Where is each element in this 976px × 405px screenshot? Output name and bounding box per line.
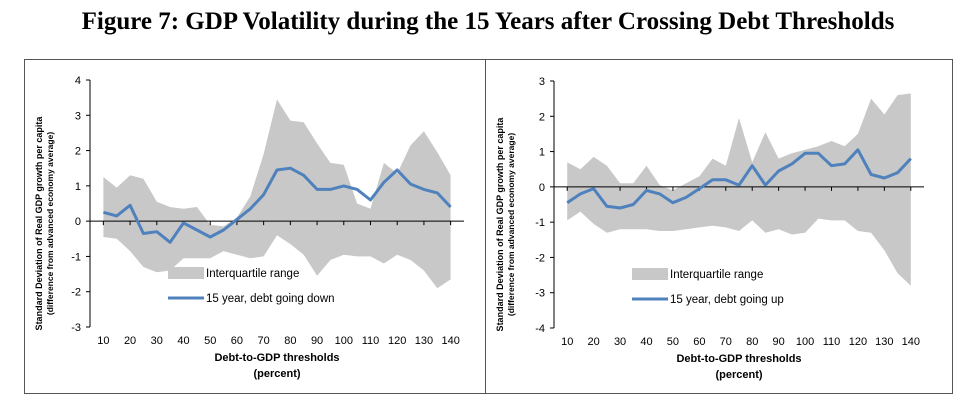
y-axis-title: Standard Deviation of Real GDP growth pe… [34, 116, 44, 331]
legend-label-band: Interquartile range [670, 269, 763, 281]
chart-svg-debt-going-down: -3 -2 -1 0 1 2 3 4 10 20 30 40 50 60 70 80 90 100 110 120 13… [34, 75, 464, 380]
x-tick-label: 50 [204, 335, 216, 347]
y-tick-label: 3 [75, 110, 81, 122]
y-axis-subtitle: (difference from advanced economy averag… [45, 132, 55, 315]
y-tick-label: 4 [75, 75, 81, 87]
x-tick-label: 40 [640, 336, 652, 348]
y-tick-label: -3 [535, 288, 545, 300]
legend-label-line: 15 year, debt going up [670, 294, 784, 306]
x-tick-label: 120 [849, 336, 867, 348]
figure-title: Figure 7: GDP Volatility during the 15 Y… [81, 8, 895, 35]
x-axis-subtitle: (percent) [715, 369, 762, 381]
x-tick-label: 110 [823, 336, 841, 348]
y-tick-label: 1 [75, 181, 81, 193]
x-tick-label: 100 [335, 335, 353, 347]
x-tick-label: 80 [746, 336, 758, 348]
x-tick-label: 10 [561, 336, 573, 348]
legend-label-line: 15 year, debt going down [206, 293, 335, 305]
x-tick-label: 90 [773, 336, 785, 348]
x-tick-label: 20 [588, 336, 600, 348]
y-axis-title: Standard Deviation of Real GDP growth pe… [495, 117, 505, 332]
y-tick-label: 0 [75, 216, 81, 228]
y-tick-label: 0 [539, 182, 545, 194]
y-tick-label: -2 [71, 287, 81, 299]
x-tick-label: 10 [97, 335, 109, 347]
legend-swatch-band [168, 267, 204, 279]
chart-svg-debt-going-up: -4 -3 -2 -1 0 1 2 3 10 20 30 40 50 60 70 80 90 100 110 120 1… [495, 76, 924, 381]
x-tick-label: 60 [693, 336, 705, 348]
x-axis-subtitle: (percent) [253, 368, 300, 380]
x-tick-label: 20 [124, 335, 136, 347]
x-tick-label: 120 [388, 335, 406, 347]
y-tick-label: 1 [539, 147, 545, 159]
x-tick-label: 70 [258, 335, 270, 347]
x-axis-title: Debt-to-GDP thresholds [676, 353, 801, 365]
chart-panel-debt-going-up: -4 -3 -2 -1 0 1 2 3 10 20 30 40 50 60 70 80 90 100 110 120 1… [485, 59, 953, 394]
x-tick-label: 40 [177, 335, 189, 347]
y-tick-label: 2 [539, 111, 545, 123]
x-tick-label: 130 [415, 335, 433, 347]
y-tick-label: -1 [71, 251, 81, 263]
interquartile-range-band [103, 99, 451, 289]
y-tick-label: -1 [535, 217, 545, 229]
interquartile-range-band [567, 93, 911, 286]
series-line-15-year [103, 166, 452, 244]
series-line-15-year [566, 148, 912, 210]
y-tick-label: 2 [75, 146, 81, 158]
x-tick-label: 70 [720, 336, 732, 348]
y-tick-label: -2 [535, 252, 545, 264]
legend-swatch-band [632, 268, 668, 280]
x-tick-label: 50 [667, 336, 679, 348]
x-tick-label: 140 [902, 336, 920, 348]
y-axis-subtitle: (difference from advanced economy averag… [506, 133, 516, 316]
y-tick-label: -3 [71, 322, 81, 334]
x-tick-label: 140 [441, 335, 459, 347]
x-tick-label: 30 [614, 336, 626, 348]
x-tick-label: 60 [231, 335, 243, 347]
x-tick-label: 130 [875, 336, 893, 348]
y-tick-label: -4 [535, 323, 545, 335]
x-tick-label: 80 [284, 335, 296, 347]
legend-label-band: Interquartile range [206, 268, 299, 280]
y-tick-label: 3 [539, 76, 545, 88]
x-tick-label: 30 [151, 335, 163, 347]
x-tick-label: 100 [796, 336, 814, 348]
x-axis-title: Debt-to-GDP thresholds [214, 352, 339, 364]
chart-panel-debt-going-down: -3 -2 -1 0 1 2 3 4 10 20 30 40 50 60 70 80 90 100 110 120 13… [24, 59, 493, 394]
x-tick-label: 90 [311, 335, 323, 347]
x-tick-label: 110 [362, 335, 380, 347]
